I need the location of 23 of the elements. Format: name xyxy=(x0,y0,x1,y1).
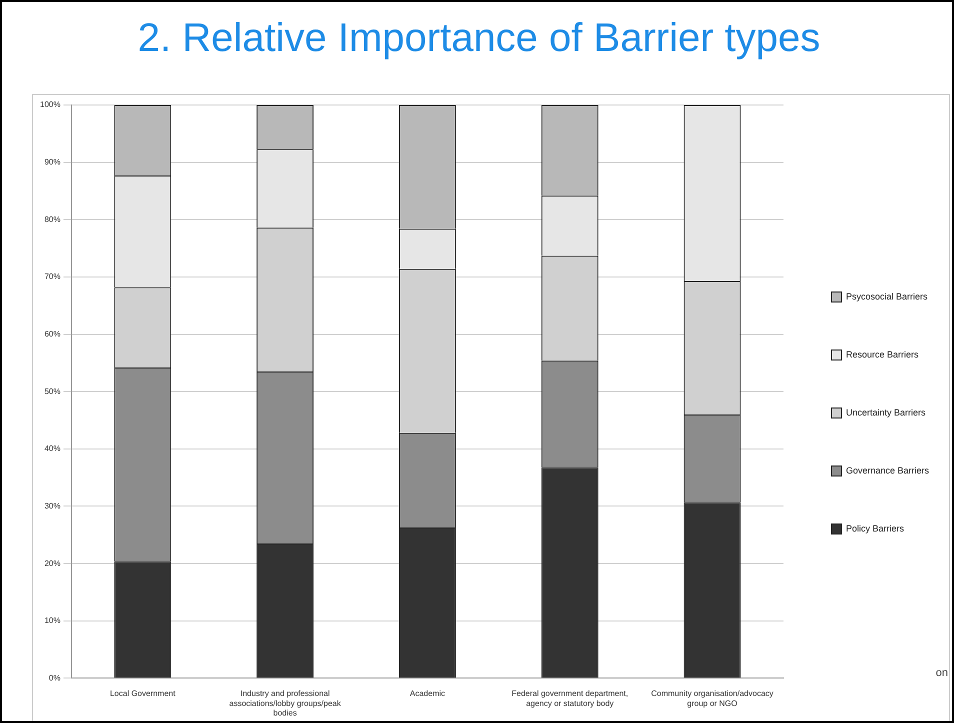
y-tick-label: 10% xyxy=(44,616,60,626)
legend-label: Uncertainty Barriers xyxy=(846,407,926,418)
y-tick-label: 80% xyxy=(44,214,60,224)
legend-label: Governance Barriers xyxy=(846,465,930,476)
x-tick-label: Federal government department, agency or statutory body xyxy=(512,689,628,708)
y-tick-label: 20% xyxy=(44,558,60,568)
y-tick-label: 100% xyxy=(40,100,60,110)
legend-label: Policy Barriers xyxy=(846,523,904,534)
x-tick-label: Academic xyxy=(410,689,446,698)
legend-label: Psycosocial Barriers xyxy=(846,291,928,302)
x-tick-label: Industry and professional associations/lobby groups/peak bodies xyxy=(229,689,342,718)
y-tick-label: 30% xyxy=(44,501,60,510)
y-tick-label: 50% xyxy=(44,386,60,396)
y-tick-label: 60% xyxy=(44,329,60,338)
x-tick-label: Local Government xyxy=(110,689,176,698)
y-tick-label: 70% xyxy=(44,272,60,282)
chart-title: 2. Relative Importance of Barrier types xyxy=(136,16,822,61)
y-tick-label: 40% xyxy=(44,444,60,454)
text: on xyxy=(936,667,948,679)
x-tick-label: Community organisation/advocacy group or NGO xyxy=(651,689,774,708)
legend-label: Resource Barriers xyxy=(846,349,919,360)
y-tick-label: 90% xyxy=(44,158,60,167)
y-tick-label: 0% xyxy=(48,673,60,682)
